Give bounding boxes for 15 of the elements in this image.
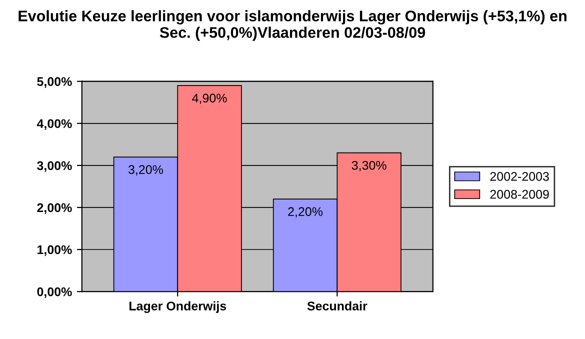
data-label: 4,90% xyxy=(192,94,227,104)
y-tick-label: 3,00% xyxy=(37,161,72,172)
y-tick-label: 1,00% xyxy=(38,245,72,256)
y-tick-label: 5,00% xyxy=(37,77,72,88)
data-label: 2,20% xyxy=(288,207,323,218)
x-tick-label: Secundair xyxy=(307,301,368,310)
legend-label: 2008-2009 xyxy=(490,190,549,199)
legend-label: 2002-2003 xyxy=(490,172,549,181)
data-label: 3,20% xyxy=(128,165,163,176)
chart-title: Evolutie Keuze leerlingen voor islamonderwijs Lager Onderwijs (+53,1%) en Sec. (+50,0%)Vlaanderen 02/03-08/09 xyxy=(18,10,566,41)
x-tick-label: Lager Onderwijs xyxy=(129,301,226,313)
y-tick-label: 4,00% xyxy=(36,119,72,130)
y-tick-label: 2,00% xyxy=(37,203,72,214)
y-tick-label: 0,00% xyxy=(37,287,72,298)
data-label: 3,30% xyxy=(352,160,386,172)
